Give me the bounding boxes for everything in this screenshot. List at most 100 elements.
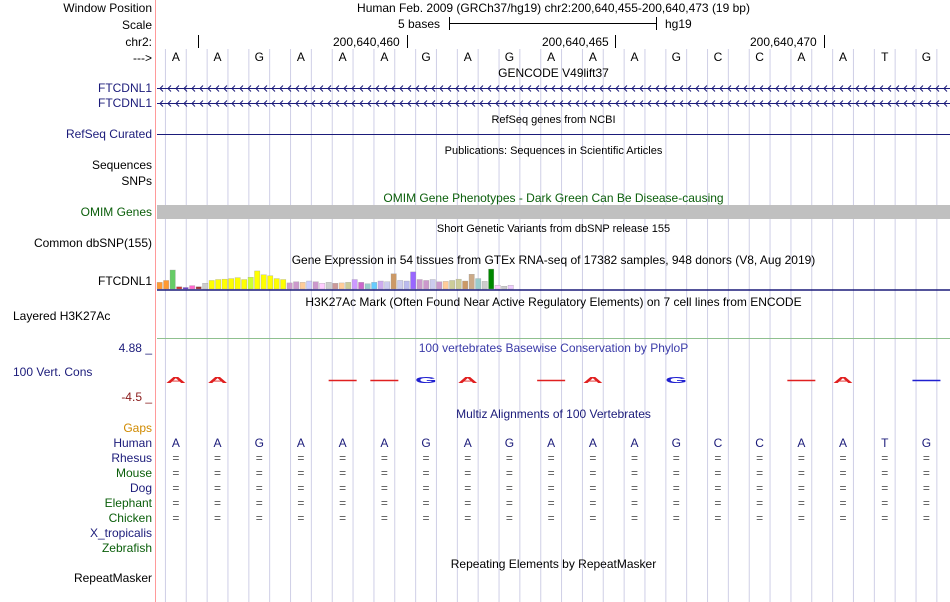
human-aligned-base: G (421, 436, 431, 450)
omim-track-title[interactable]: OMIM Gene Phenotypes - Dark Green Can Be… (383, 191, 724, 205)
alignment-match-symbol: = (589, 466, 597, 480)
species-zebrafish-label[interactable]: Zebrafish (101, 541, 152, 555)
strand-arrow (863, 85, 868, 92)
snps-label[interactable]: SNPs (121, 174, 152, 188)
gtex-tissue-bar (364, 283, 371, 290)
strand-arrow (807, 85, 812, 92)
gtex-tissue-bar (494, 285, 501, 290)
publications-track-title[interactable]: Publications: Sequences in Scientific Ar… (444, 145, 663, 157)
species-dog-label[interactable]: Dog (129, 481, 152, 495)
h3k27ac-track-title[interactable]: H3K27Ac Mark (Often Found Near Active Re… (305, 295, 802, 309)
strand-arrow (887, 85, 892, 92)
alignment-match-symbol: = (922, 511, 930, 525)
strand-arrow (847, 100, 852, 107)
reference-base: G (504, 50, 515, 64)
strand-arrow (911, 85, 916, 92)
phylop-track-title[interactable]: 100 vertebrates Basewise Conservation by… (418, 341, 689, 355)
species-human-label[interactable]: Human (113, 436, 152, 450)
alignment-match-symbol: = (881, 481, 889, 495)
strand-arrow (671, 85, 676, 92)
strand-arrow (919, 85, 924, 92)
strand-arrow (399, 100, 404, 107)
strand-arrow (239, 100, 244, 107)
gtex-tissue-bar (423, 280, 430, 290)
sequences-label[interactable]: Sequences (91, 158, 152, 172)
strand-arrow (367, 85, 372, 92)
gtex-gene-label[interactable]: FTCDNL1 (97, 274, 152, 288)
strand-arrow (311, 100, 316, 107)
strand-arrow (847, 85, 852, 92)
h3k27ac-label[interactable]: Layered H3K27Ac (13, 309, 111, 323)
strand-arrow (583, 100, 588, 107)
strand-arrow (567, 85, 572, 92)
strand-arrow (903, 85, 908, 92)
alignment-match-symbol: = (172, 451, 180, 465)
gtex-tissue-bar (455, 278, 462, 290)
strand-arrow (391, 85, 396, 92)
strand-arrow (463, 100, 468, 107)
multiz-track-title[interactable]: Multiz Alignments of 100 Vertebrates (456, 407, 651, 421)
phylop-base-letter: A (583, 376, 603, 385)
alignment-match-symbol: = (339, 466, 347, 480)
strand-arrow (471, 100, 476, 107)
alignment-match-symbol: = (631, 466, 639, 480)
strand-arrow (655, 85, 660, 92)
dbsnp-label[interactable]: Common dbSNP(155) (33, 236, 152, 250)
strand-arrow (679, 85, 684, 92)
strand-arrow (695, 85, 700, 92)
refseq-track-title[interactable]: RefSeq genes from NCBI (491, 114, 616, 126)
gtex-tissue-bar (234, 277, 241, 290)
species-xtropicalis-label[interactable]: X_tropicalis (89, 526, 152, 540)
alignment-match-symbol: = (505, 451, 513, 465)
omim-label[interactable]: OMIM Genes (80, 205, 152, 219)
phylop-label[interactable]: 100 Vert. Cons (13, 365, 93, 379)
strand-arrow (535, 100, 540, 107)
gencode-gene-label-1[interactable]: FTCDNL1 (97, 81, 152, 95)
alignment-match-symbol: = (339, 511, 347, 525)
reference-base: C (713, 50, 723, 64)
gtex-tissue-bar (410, 271, 417, 290)
alignment-match-symbol: = (214, 481, 222, 495)
strand-arrow (687, 85, 692, 92)
phylop-min-label: -4.5 _ (121, 390, 152, 404)
reference-base: A (213, 50, 222, 64)
alignment-match-symbol: = (464, 496, 472, 510)
repeatmasker-track-title[interactable]: Repeating Elements by RepeatMasker (450, 557, 657, 571)
strand-arrow (455, 100, 460, 107)
dbsnp-track-title[interactable]: Short Genetic Variants from dbSNP releas… (436, 223, 671, 235)
species-chicken-label[interactable]: Chicken (108, 511, 152, 525)
gencode-track-title[interactable]: GENCODE V49lift37 (498, 66, 609, 80)
scale-bar-text: 5 bases (398, 17, 441, 31)
repeatmasker-label[interactable]: RepeatMasker (73, 571, 152, 585)
strand-arrow (167, 100, 172, 107)
strand-arrow (607, 100, 612, 107)
reference-base: G (254, 50, 264, 64)
species-elephant-label[interactable]: Elephant (104, 496, 152, 510)
strand-arrow (751, 85, 756, 92)
alignment-match-symbol: = (547, 451, 555, 465)
refseq-label[interactable]: RefSeq Curated (65, 127, 152, 141)
gtex-tissue-bar (169, 269, 176, 290)
strand-arrow (815, 85, 820, 92)
gencode-gene-label-2[interactable]: FTCDNL1 (97, 96, 152, 110)
strand-arrow (423, 85, 428, 92)
strand-arrow (439, 85, 444, 92)
strand-arrow (183, 100, 188, 107)
strand-arrow (727, 85, 732, 92)
gaps-label[interactable]: Gaps (123, 421, 152, 435)
strand-arrow (527, 85, 532, 92)
species-rhesus-label[interactable]: Rhesus (111, 451, 152, 465)
strand-arrow (919, 100, 924, 107)
strand-arrow (591, 85, 596, 92)
strand-arrow (703, 100, 708, 107)
gtex-tissue-bar (215, 279, 222, 290)
alignment-match-symbol: = (797, 481, 805, 495)
strand-arrow (719, 100, 724, 107)
reference-base: A (171, 50, 180, 64)
gtex-track-title[interactable]: Gene Expression in 54 tissues from GTEx … (291, 253, 816, 267)
strand-arrow (319, 100, 324, 107)
strand-arrow (551, 100, 556, 107)
alignment-match-symbol: = (380, 451, 388, 465)
species-mouse-label[interactable]: Mouse (115, 466, 152, 480)
gtex-tissue-bar (286, 282, 293, 290)
